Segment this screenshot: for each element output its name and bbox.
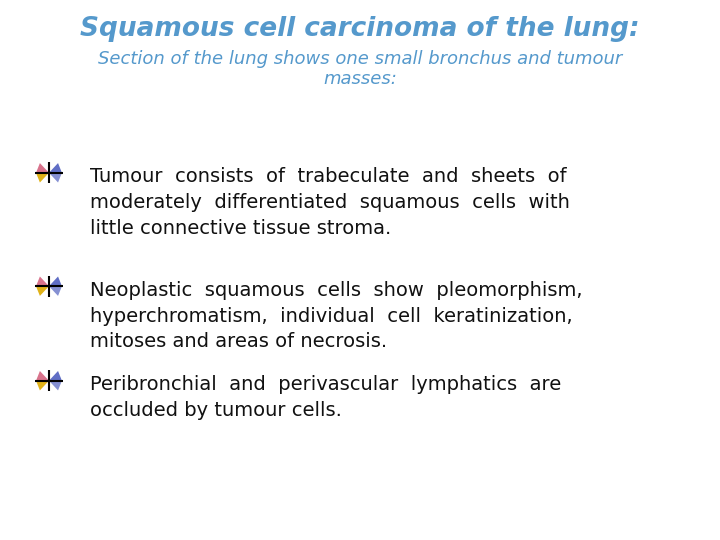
Text: Section of the lung shows one small bronchus and tumour: Section of the lung shows one small bron… (98, 50, 622, 68)
Polygon shape (36, 163, 49, 173)
Polygon shape (36, 371, 49, 381)
Text: Tumour  consists  of  trabeculate  and  sheets  of
moderately  differentiated  s: Tumour consists of trabeculate and sheet… (90, 167, 570, 238)
Polygon shape (36, 276, 49, 286)
Polygon shape (49, 381, 62, 390)
Polygon shape (36, 286, 49, 296)
Polygon shape (36, 173, 49, 183)
Text: Neoplastic  squamous  cells  show  pleomorphism,
hyperchromatism,  individual  c: Neoplastic squamous cells show pleomorph… (90, 281, 582, 352)
Polygon shape (49, 286, 62, 296)
Polygon shape (36, 381, 49, 390)
Text: Peribronchial  and  perivascular  lymphatics  are
occluded by tumour cells.: Peribronchial and perivascular lymphatic… (90, 375, 562, 420)
Polygon shape (49, 163, 62, 173)
Text: masses:: masses: (323, 70, 397, 88)
Polygon shape (49, 276, 62, 286)
Polygon shape (49, 173, 62, 183)
Polygon shape (49, 371, 62, 381)
Text: Squamous cell carcinoma of the lung:: Squamous cell carcinoma of the lung: (80, 16, 640, 42)
